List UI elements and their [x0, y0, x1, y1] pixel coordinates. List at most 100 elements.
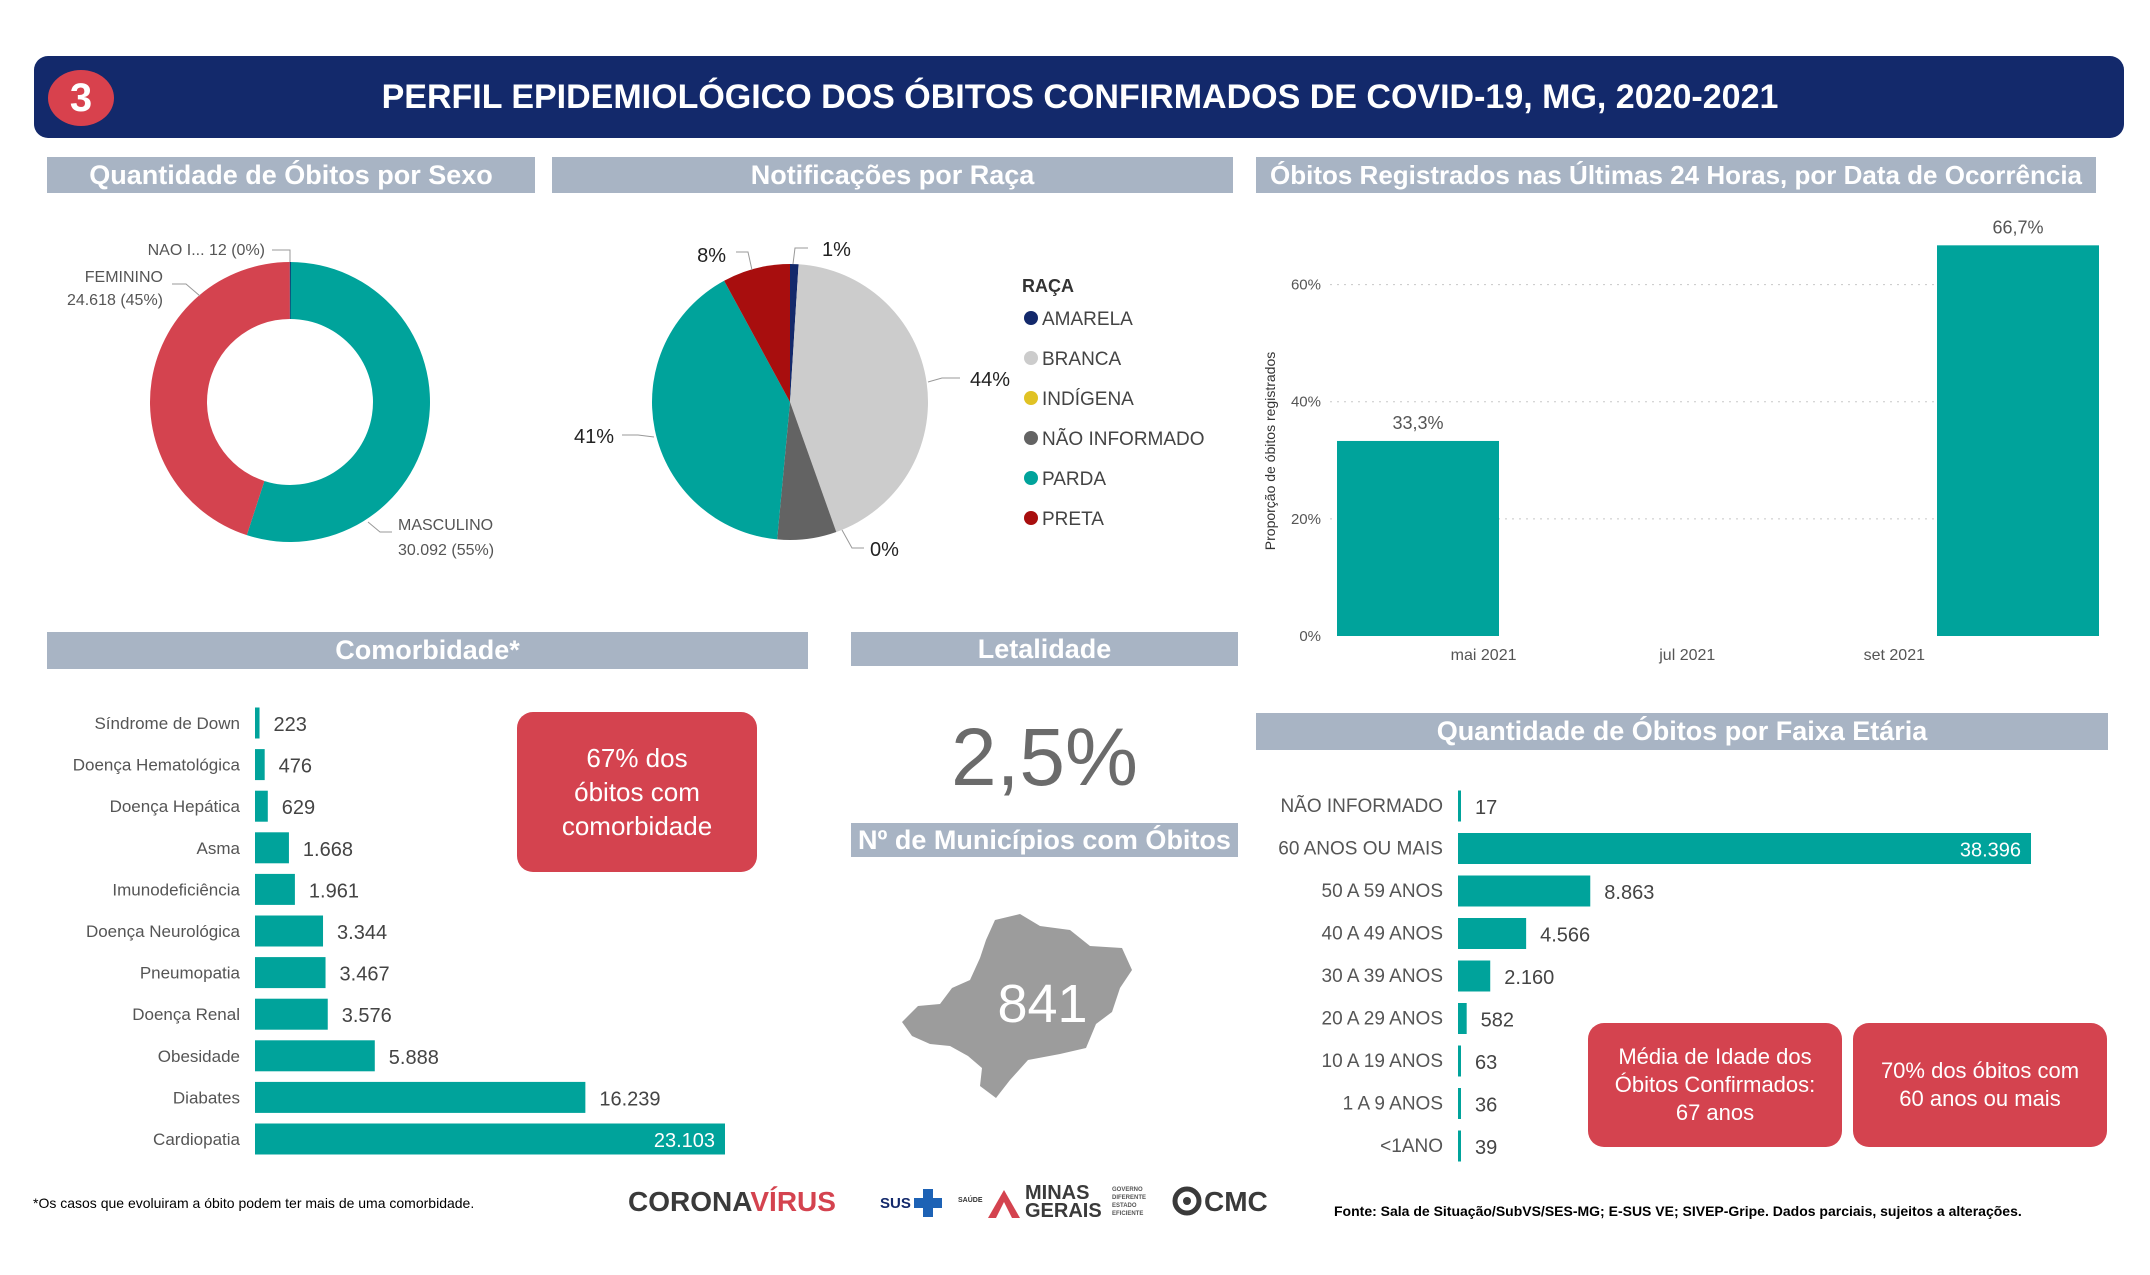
- bar-data-label: 8.863: [1604, 882, 1654, 904]
- pie-label-preta: 8%: [697, 245, 726, 267]
- category-label: Doença Hepática: [110, 797, 241, 816]
- pie-label-amarela: 1%: [822, 239, 851, 261]
- pie-slice-n-o-informado: [777, 402, 837, 540]
- category-label: Pneumopatia: [140, 964, 241, 983]
- category-label: Doença Hematológica: [73, 756, 241, 775]
- leader-line: [272, 249, 291, 262]
- category-label: 30 A 39 ANOS: [1322, 966, 1443, 987]
- category-label: Síndrome de Down: [94, 714, 240, 733]
- pie-slice-parda: [652, 280, 790, 540]
- bar: [255, 749, 265, 781]
- legend-marker: [1024, 471, 1038, 485]
- bar: [1458, 1003, 1467, 1034]
- bar: [1458, 960, 1491, 992]
- bar-data-label: 4.566: [1540, 925, 1590, 947]
- category-label: Imunodeficiência: [112, 880, 240, 899]
- legend-marker: [1024, 391, 1038, 405]
- section-title-comorbidade: Comorbidade*: [47, 632, 808, 669]
- bar: [255, 707, 260, 739]
- section-title-raca: Notificações por Raça: [552, 157, 1233, 193]
- media-idade-callout: Média de Idade dos Óbitos Confirmados: 6…: [1588, 1023, 1842, 1147]
- legend-entry: NÃO INFORMADO: [1042, 428, 1205, 450]
- bar-data-label: 5.888: [389, 1047, 439, 1069]
- category-label: 50 A 59 ANOS: [1322, 881, 1443, 902]
- slice-label-masculino-name: MASCULINO: [398, 517, 493, 534]
- bar-data-label: 582: [1481, 1010, 1514, 1032]
- category-label: 1 A 9 ANOS: [1343, 1094, 1443, 1115]
- bar: [1458, 790, 1461, 822]
- governo-tagline: GOVERNO DIFERENTE ESTADO EFICIENTE: [1112, 1187, 1147, 1217]
- bar-data-label: 3.467: [340, 964, 390, 986]
- bar-data-label: 223: [274, 714, 307, 736]
- bar: [1458, 1130, 1461, 1162]
- x-tick-label: jul 2021: [1658, 647, 1715, 664]
- category-label: Diabates: [173, 1088, 240, 1107]
- legend-entry: PARDA: [1042, 469, 1106, 490]
- saude-label: SAÚDE: [958, 1197, 983, 1204]
- bar-data-label: 629: [282, 797, 315, 819]
- y-tick-label: 40%: [1291, 394, 1321, 411]
- municipios-value: 841: [997, 974, 1088, 1034]
- donut-slice-feminino: [149, 262, 290, 536]
- bar-data-label: 38.396: [1960, 840, 2021, 862]
- bar: [255, 998, 328, 1030]
- title-banner: [34, 56, 2124, 138]
- category-label: Asma: [197, 839, 241, 858]
- bar-data-label: 2.160: [1504, 967, 1554, 989]
- legend-entry: BRANCA: [1042, 349, 1122, 370]
- bar: [255, 1123, 725, 1155]
- bar-data-label: 16.239: [599, 1088, 660, 1110]
- bar: [255, 957, 326, 989]
- section-title-sexo: Quantidade de Óbitos por Sexo: [47, 157, 535, 193]
- legend-marker: [1024, 351, 1038, 365]
- bar-data-label: 66,7%: [1992, 217, 2043, 237]
- minas-gerais-logo: MINAS GERAIS: [1025, 1182, 1102, 1222]
- slice-label-masculino-value: 30.092 (55%): [398, 542, 494, 559]
- donut-slice-masculino: [246, 262, 431, 542]
- bar-data-label: 1.961: [309, 880, 359, 902]
- section-title-municipios: Nº de Municípios com Óbitos: [851, 823, 1238, 857]
- y-tick-label: 60%: [1291, 277, 1321, 294]
- y-tick-label: 20%: [1291, 511, 1321, 528]
- source-note: Fonte: Sala de Situação/SubVS/SES-MG; E-…: [1334, 1203, 2022, 1219]
- x-tick-label: mai 2021: [1451, 647, 1517, 664]
- footnote: *Os casos que evoluiram a óbito podem te…: [33, 1195, 475, 1211]
- x-tick-label: set 2021: [1864, 647, 1925, 664]
- section-title-ultimas24h: Óbitos Registrados nas Últimas 24 Horas,…: [1256, 157, 2096, 193]
- bar: [1937, 245, 2099, 637]
- bar: [255, 915, 324, 947]
- bar-data-label: 36: [1475, 1095, 1497, 1117]
- category-label: Cardiopatia: [153, 1130, 240, 1149]
- legend-entry: INDÍGENA: [1042, 389, 1134, 410]
- bar-data-label: 39: [1475, 1137, 1497, 1159]
- category-label: 20 A 29 ANOS: [1322, 1009, 1443, 1030]
- bar-data-label: 63: [1475, 1052, 1497, 1074]
- bar: [1458, 833, 2031, 864]
- pie-label-indigena: 0%: [870, 539, 899, 561]
- page-title: PERFIL EPIDEMIOLÓGICO DOS ÓBITOS CONFIRM…: [381, 78, 1779, 116]
- section-title-faixa: Quantidade de Óbitos por Faixa Etária: [1256, 713, 2108, 750]
- pie-slice-amarela: [790, 264, 799, 402]
- bar-data-label: 23.103: [654, 1130, 715, 1152]
- legend-entry: PRETA: [1042, 509, 1104, 530]
- bar: [255, 1081, 586, 1113]
- donut-slice-nao-i-: [289, 261, 291, 320]
- legend-entry: AMARELA: [1042, 309, 1133, 330]
- sus-cross-icon: [914, 1189, 942, 1217]
- slice-label-feminino-name: FEMININO: [85, 269, 163, 286]
- bar: [255, 790, 268, 822]
- bar: [1337, 440, 1499, 636]
- bar: [255, 873, 295, 905]
- pie-slice-branca: [790, 264, 929, 533]
- corona-virus-logo: CORONAVÍRUS: [628, 1186, 836, 1217]
- bar-data-label: 476: [279, 756, 312, 778]
- leader-line: [172, 283, 201, 297]
- bar-data-label: 17: [1475, 797, 1497, 819]
- bar-data-label: 3.576: [342, 1005, 392, 1027]
- category-label: Obesidade: [158, 1047, 240, 1066]
- bar: [1458, 1045, 1461, 1077]
- bar-data-label: 33,3%: [1392, 413, 1443, 433]
- slice-label-feminino-value: 24.618 (45%): [67, 292, 163, 309]
- pie-label-parda: 41%: [574, 426, 614, 448]
- bar: [255, 832, 289, 864]
